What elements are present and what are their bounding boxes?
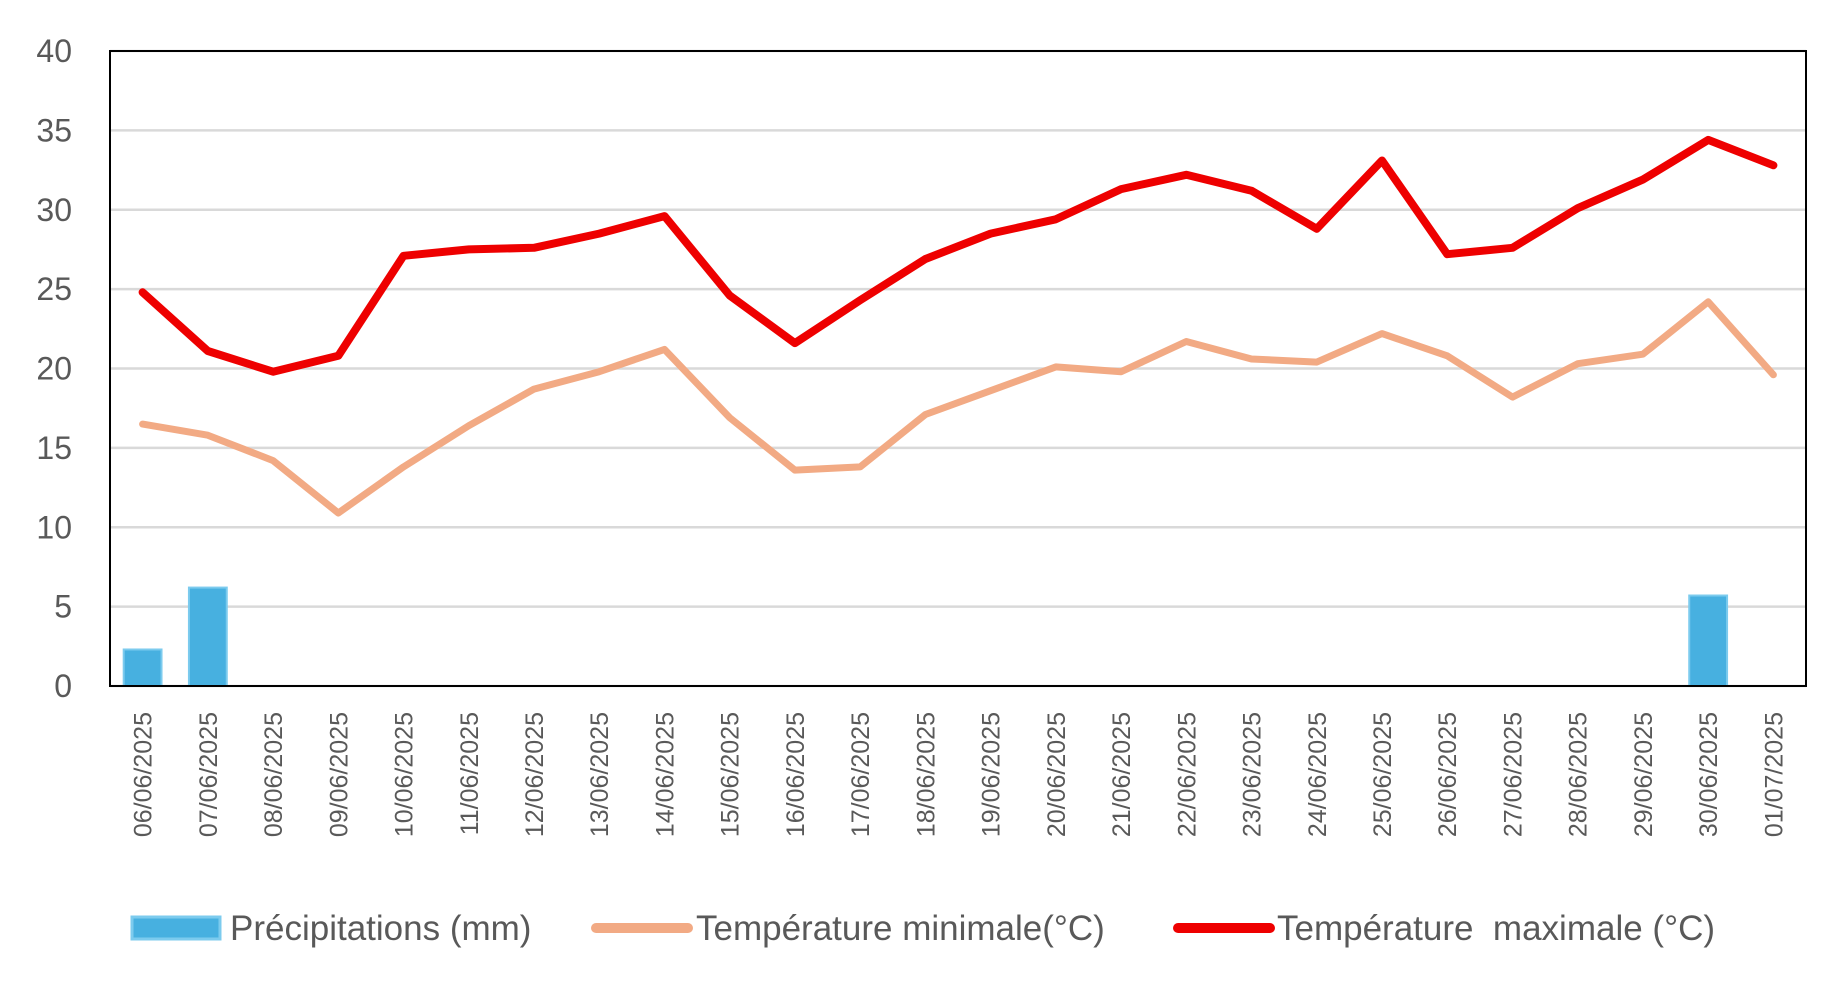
max-temperature-line xyxy=(138,135,1778,376)
y-tick-label: 0 xyxy=(54,668,72,704)
x-tick-label: 07/06/2025 xyxy=(195,712,223,837)
y-tick-label: 10 xyxy=(36,509,72,545)
x-tick-label: 22/06/2025 xyxy=(1173,712,1201,837)
y-tick-label: 40 xyxy=(36,33,72,69)
y-tick-label: 25 xyxy=(36,271,72,307)
gridlines xyxy=(110,49,1806,688)
y-tick-label: 20 xyxy=(36,351,72,387)
x-tick-label: 25/06/2025 xyxy=(1369,712,1397,837)
y-axis-ticks: 0 5 10 15 20 25 30 35 40 xyxy=(36,33,72,704)
x-tick-label: 13/06/2025 xyxy=(586,712,614,837)
min-temperature-line xyxy=(139,298,1777,517)
y-tick-label: 30 xyxy=(36,192,72,228)
x-tick-label: 17/06/2025 xyxy=(847,712,875,837)
x-tick-label: 10/06/2025 xyxy=(391,712,419,837)
x-tick-label: 14/06/2025 xyxy=(651,712,679,837)
x-tick-label: 30/06/2025 xyxy=(1695,712,1723,837)
legend-precipitation-swatch xyxy=(130,915,222,941)
x-tick-label: 29/06/2025 xyxy=(1630,712,1658,837)
precipitation-bar xyxy=(122,648,163,687)
precipitation-bar xyxy=(1688,594,1729,688)
plot-frame xyxy=(109,50,1807,687)
x-tick-label: 08/06/2025 xyxy=(260,712,288,837)
y-tick-label: 35 xyxy=(36,112,72,148)
x-tick-label: 27/06/2025 xyxy=(1499,712,1527,837)
x-tick-label: 15/06/2025 xyxy=(717,712,745,837)
x-tick-label: 09/06/2025 xyxy=(325,712,353,837)
x-axis-ticks: 06/06/2025 07/06/2025 08/06/2025 09/06/2025… xyxy=(130,712,1789,837)
x-tick-label: 12/06/2025 xyxy=(521,712,549,837)
precipitation-bar xyxy=(187,586,228,688)
legend-label: Température minimale(°C) xyxy=(696,909,1105,948)
x-tick-label: 16/06/2025 xyxy=(782,712,810,837)
x-tick-label: 20/06/2025 xyxy=(1043,712,1071,837)
legend-label: Précipitations (mm) xyxy=(230,909,531,948)
x-tick-label: 18/06/2025 xyxy=(912,712,940,837)
x-tick-label: 19/06/2025 xyxy=(978,712,1006,837)
x-tick-label: 21/06/2025 xyxy=(1108,712,1136,837)
legend-label: Température maximale (°C) xyxy=(1277,909,1715,948)
x-tick-label: 23/06/2025 xyxy=(1239,712,1267,837)
precipitation-bars xyxy=(122,586,1729,688)
x-tick-label: 24/06/2025 xyxy=(1304,712,1332,837)
x-tick-label: 06/06/2025 xyxy=(130,712,158,837)
x-tick-label: 01/07/2025 xyxy=(1760,712,1788,837)
y-tick-label: 15 xyxy=(36,430,72,466)
x-tick-label: 11/06/2025 xyxy=(456,712,484,835)
temperature-lines xyxy=(138,135,1778,517)
legend: Précipitations (mm) Température minimale(… xyxy=(130,909,1715,948)
x-tick-label: 26/06/2025 xyxy=(1434,712,1462,837)
y-tick-label: 5 xyxy=(54,589,72,625)
x-tick-label: 28/06/2025 xyxy=(1565,712,1593,837)
